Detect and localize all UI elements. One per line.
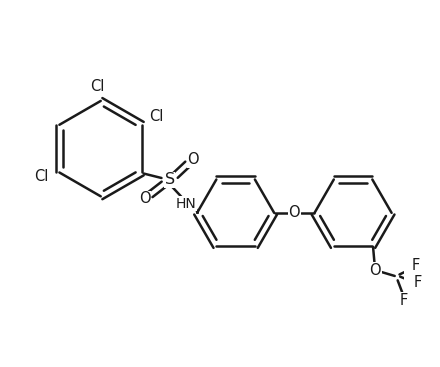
Text: O: O xyxy=(370,262,381,277)
Text: O: O xyxy=(289,206,300,220)
Text: Cl: Cl xyxy=(149,109,163,124)
Text: HN: HN xyxy=(176,197,196,211)
Text: F: F xyxy=(400,293,408,308)
Text: Cl: Cl xyxy=(91,80,105,94)
Text: O: O xyxy=(187,152,199,167)
Text: S: S xyxy=(165,172,175,187)
Text: F: F xyxy=(414,275,422,290)
Text: O: O xyxy=(139,192,150,206)
Text: F: F xyxy=(411,258,420,273)
Text: Cl: Cl xyxy=(35,169,49,184)
